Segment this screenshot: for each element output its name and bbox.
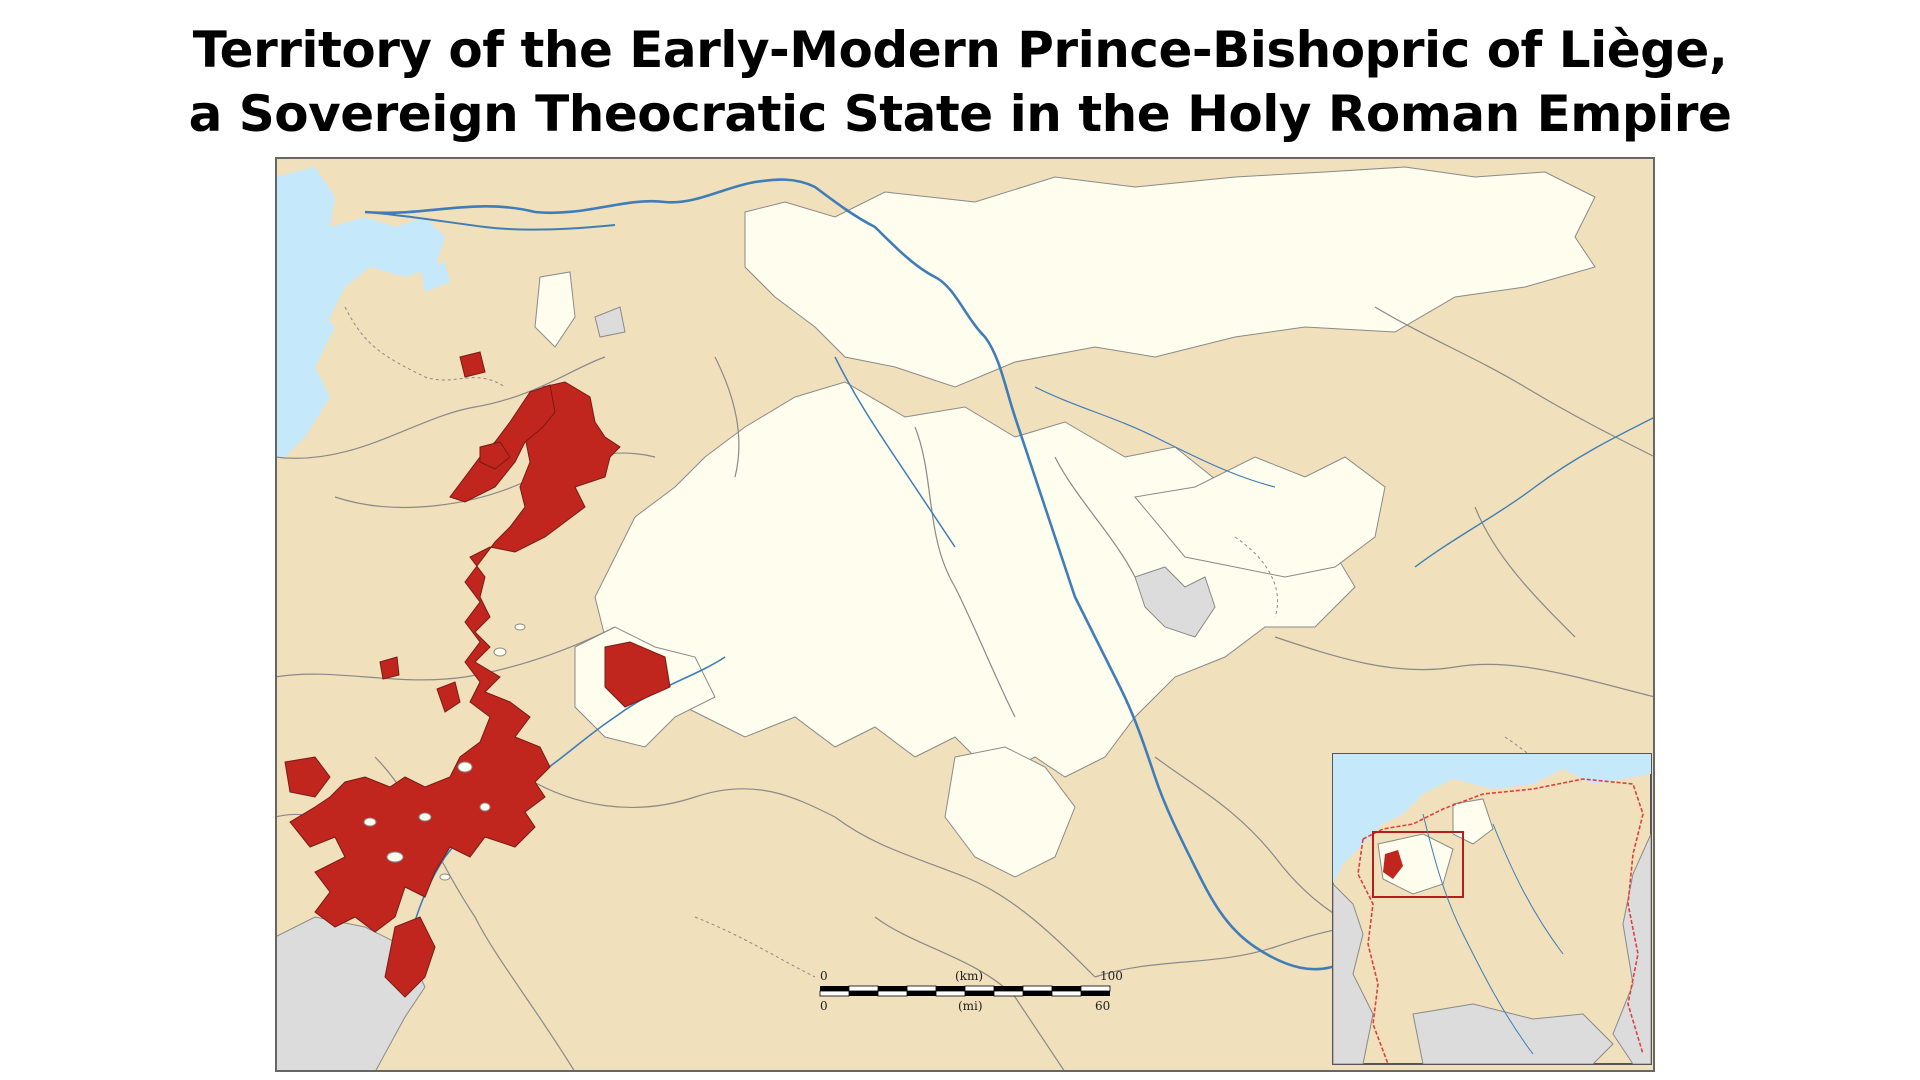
inset-empire-boundary xyxy=(1357,778,1644,1064)
territory-holes xyxy=(363,623,526,881)
territory-northwest-fragment xyxy=(479,441,511,470)
territory-small-fragment-1 xyxy=(436,681,461,713)
scale-bar: 0 (km) 100 xyxy=(819,969,1123,1013)
territory-small-fragment-2 xyxy=(379,656,400,680)
scale-mi-label: (mi) xyxy=(958,999,983,1013)
neutral-area-small xyxy=(594,306,626,338)
scale-mi-start: 0 xyxy=(820,999,828,1013)
title-line-1: Territory of the Early-Modern Prince-Bis… xyxy=(192,21,1728,79)
sea-area xyxy=(275,167,445,437)
territory-main-body xyxy=(289,381,621,933)
river-east xyxy=(1414,416,1655,568)
title-line-2: a Sovereign Theocratic State in the Holy… xyxy=(188,85,1732,143)
territory-south-tip xyxy=(384,916,436,998)
lake xyxy=(420,262,450,292)
territory-east-enclave xyxy=(604,641,671,708)
river-west xyxy=(834,356,956,548)
territory-of-liege xyxy=(284,351,671,998)
scale-km-label: (km) xyxy=(955,969,983,983)
state-region-center xyxy=(594,381,1356,778)
map: 0 (km) 100 xyxy=(275,157,1655,1072)
inset-locator-frame xyxy=(1372,831,1464,898)
inset-territory xyxy=(1383,850,1403,879)
sea-inlet xyxy=(275,297,335,457)
territory-small-fragment-3 xyxy=(459,351,486,378)
state-region-southeast xyxy=(944,746,1076,878)
river-north xyxy=(364,211,616,231)
inset-sea xyxy=(1333,754,1651,884)
inset-map xyxy=(1332,753,1652,1065)
neutral-area-east xyxy=(1134,566,1216,638)
state-region-east xyxy=(1134,456,1386,578)
scale-km-end: 100 xyxy=(1100,969,1123,983)
river-center xyxy=(1034,386,1276,488)
scale-km-bar xyxy=(820,985,1111,992)
scale-mi-end: 60 xyxy=(1095,999,1110,1013)
inset-neutral-west xyxy=(1333,883,1374,1064)
main-river xyxy=(364,178,1346,971)
inset-neutral-south xyxy=(1412,1003,1614,1064)
scale-km-start: 0 xyxy=(820,969,828,983)
state-region-small-1 xyxy=(534,271,576,348)
map-title: Territory of the Early-Modern Prince-Bis… xyxy=(0,18,1920,146)
inset-neutral-east xyxy=(1612,833,1651,1064)
scale-mi-bar xyxy=(819,990,1110,997)
map-frame xyxy=(275,157,1655,1072)
state-region-north xyxy=(744,166,1596,388)
territory-west-fragment xyxy=(284,756,331,798)
